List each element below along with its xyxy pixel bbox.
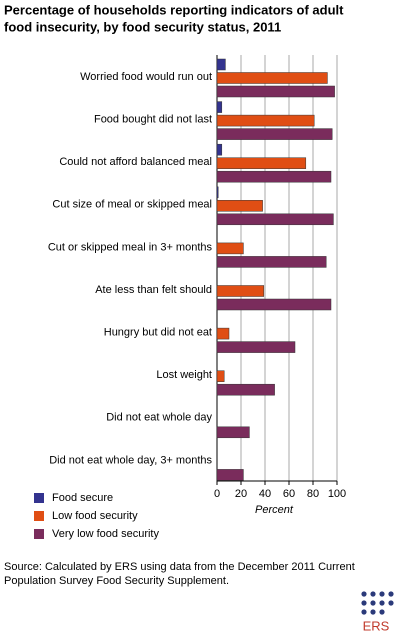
- chart-title: Percentage of households reporting indic…: [4, 2, 344, 17]
- y-tick-label: Ate less than felt should: [95, 284, 212, 296]
- bar: [216, 58, 226, 71]
- bar: [216, 170, 332, 183]
- bar: [216, 157, 307, 169]
- bar: [216, 383, 275, 396]
- y-tick-label: Did not eat whole day, 3+ months: [49, 454, 212, 466]
- logo-dots: [361, 591, 394, 615]
- legend-swatch: [34, 529, 44, 539]
- x-tick-label: 100: [328, 488, 346, 500]
- x-axis-label: Percent: [255, 504, 294, 516]
- y-tick-label: Could not afford balanced meal: [59, 156, 212, 168]
- y-tick-label: Food bought did not last: [94, 114, 212, 126]
- legend-label: Low food security: [52, 510, 138, 522]
- bar: [216, 85, 335, 98]
- y-tick-label: Worried food would run out: [80, 71, 212, 83]
- chart-title: food insecurity, by food security status…: [4, 19, 281, 34]
- bar: [216, 186, 219, 199]
- bar: [216, 298, 332, 311]
- legend-label: Very low food security: [52, 528, 159, 540]
- logo-text: ERS: [363, 618, 390, 633]
- bar: [216, 143, 223, 156]
- legend-swatch: [34, 493, 44, 503]
- y-tick-label: Cut size of meal or skipped meal: [52, 199, 212, 211]
- bar: [216, 242, 244, 255]
- bar: [216, 469, 244, 481]
- x-tick-label: 20: [235, 488, 247, 500]
- bar: [216, 327, 230, 340]
- bar: [216, 256, 327, 268]
- legend-swatch: [34, 511, 44, 521]
- bar: [216, 101, 223, 113]
- bar: [216, 200, 263, 212]
- y-tick-label: Lost weight: [156, 369, 212, 381]
- x-tick-label: 0: [214, 488, 220, 500]
- source: Population Survey Food Security Suppleme…: [4, 575, 229, 587]
- bar: [216, 213, 334, 226]
- x-tick-label: 80: [307, 488, 319, 500]
- bar: [216, 341, 296, 353]
- y-tick-label: Cut or skipped meal in 3+ months: [48, 241, 213, 253]
- bar: [216, 285, 265, 297]
- bar: [216, 72, 328, 84]
- bar: [216, 370, 225, 382]
- y-tick-label: Did not eat whole day: [106, 412, 212, 424]
- x-tick-label: 40: [259, 488, 271, 500]
- y-tick-label: Hungry but did not eat: [104, 327, 212, 339]
- source: Source: Calculated by ERS using data fro…: [4, 561, 355, 573]
- bar: [216, 426, 250, 439]
- x-tick-label: 60: [283, 488, 295, 500]
- bar: [216, 114, 315, 127]
- bar: [216, 128, 333, 140]
- legend-label: Food secure: [52, 492, 113, 504]
